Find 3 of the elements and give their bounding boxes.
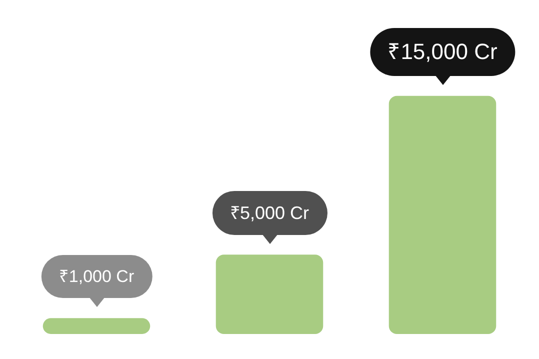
data-label: ₹5,000 Cr xyxy=(212,190,328,235)
data-label: ₹15,000 Cr xyxy=(370,28,516,76)
data-label: ₹1,000 Cr xyxy=(40,255,152,298)
